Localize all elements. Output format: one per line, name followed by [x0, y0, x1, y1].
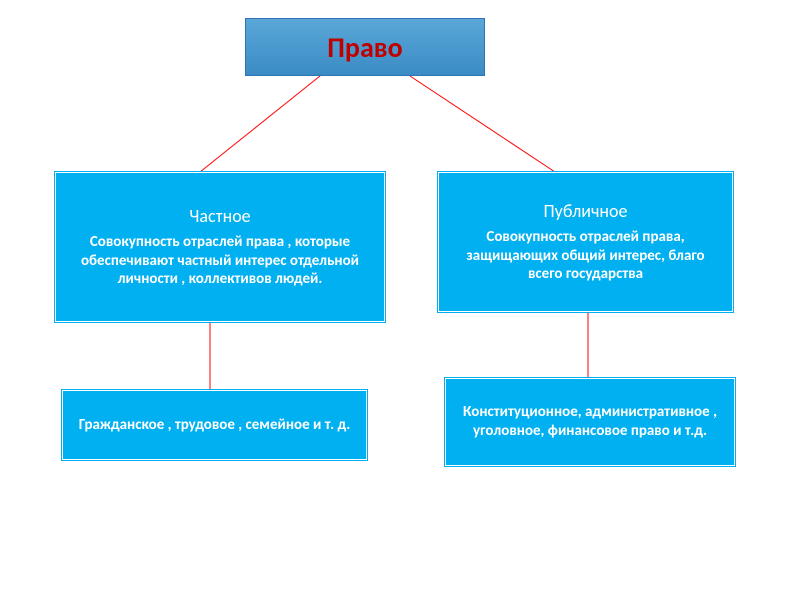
leaf-private: Гражданское , трудовое , семейное и т. д…	[62, 390, 367, 460]
leaf-public-text: Конституционное, административное , угол…	[458, 403, 722, 441]
branch-public-desc: Совокупность отраслей права, защищающих …	[451, 228, 720, 284]
root-node: Право	[245, 18, 485, 76]
branch-public-title: Публичное	[543, 200, 627, 222]
branch-public: Публичное Совокупность отраслей права, з…	[438, 172, 733, 312]
branch-private-desc: Совокупность отраслей права , которые об…	[68, 233, 372, 289]
connector-root-public	[410, 76, 555, 172]
leaf-private-text: Гражданское , трудовое , семейное и т. д…	[79, 416, 350, 435]
root-title: Право	[327, 30, 402, 65]
branch-private-title: Частное	[189, 205, 250, 227]
branch-private: Частное Совокупность отраслей права , ко…	[55, 172, 385, 322]
leaf-public: Конституционное, административное , угол…	[445, 378, 735, 466]
connector-root-private	[200, 76, 320, 172]
